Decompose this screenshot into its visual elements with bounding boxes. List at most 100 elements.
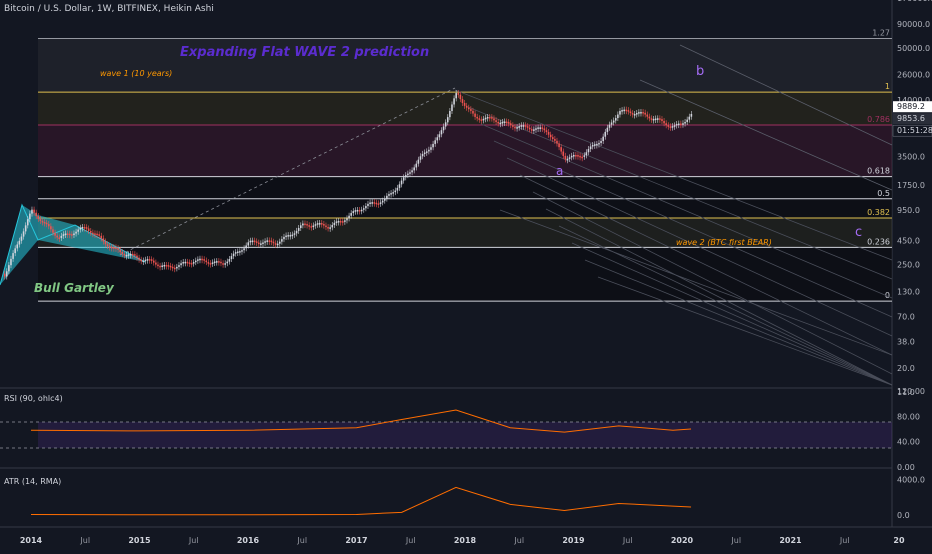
time-tick-label: Jul [188, 536, 199, 545]
candle-body [236, 251, 239, 254]
candle-body [503, 121, 506, 124]
time-tick-label: Jul [405, 536, 416, 545]
candle-body [579, 155, 581, 158]
price-badge-bg [893, 101, 932, 113]
candle-body [41, 220, 44, 223]
candle-body [472, 110, 474, 114]
candles [3, 90, 693, 280]
candle-body [58, 237, 61, 239]
candle-body [173, 267, 176, 270]
candle-body [209, 263, 212, 265]
candle-body [89, 230, 92, 233]
candle-body [98, 234, 100, 236]
candle-body [585, 152, 588, 156]
candle-body [188, 262, 191, 264]
candle-body [113, 247, 115, 249]
candle-body [631, 113, 634, 115]
candle-body [346, 218, 348, 221]
channel-line [519, 174, 893, 356]
candle-body [457, 93, 460, 95]
candle-body [509, 123, 512, 126]
candle-body [29, 213, 31, 220]
channel-line [584, 259, 893, 386]
candle-body [404, 175, 407, 178]
candle-body [201, 258, 203, 261]
candle-body [285, 235, 287, 238]
candle-body [302, 223, 304, 226]
candle-body [514, 126, 516, 129]
price-tick-label: 170000.0 [897, 0, 932, 3]
candle-body [134, 254, 136, 256]
candle-body [352, 211, 355, 214]
price-tick-label: 14000.0 [897, 96, 930, 105]
fib-label: 0.618 [867, 167, 890, 176]
atr-line [30, 486, 692, 516]
candle-body [535, 128, 537, 130]
candle-body [276, 243, 279, 246]
candle-body [583, 155, 586, 157]
candle-body [26, 219, 29, 226]
candle-body [96, 233, 98, 236]
candle-body [167, 265, 170, 267]
candle-body [549, 134, 552, 138]
candle-body [688, 116, 691, 120]
candle-body [572, 154, 575, 157]
candle-body [491, 117, 493, 119]
candle-body [260, 243, 262, 245]
price-tick-label: 90000.0 [897, 20, 930, 29]
channel-line [597, 276, 893, 386]
time-tick-label: Jul [513, 536, 524, 545]
fib-zone [38, 247, 892, 302]
candle-body [226, 261, 229, 264]
candle-body [289, 235, 292, 237]
candle-body [537, 127, 539, 129]
candle-body [24, 225, 27, 232]
candle-body [47, 224, 50, 227]
fib-label: 0.786 [867, 115, 890, 124]
candle-body [425, 151, 428, 153]
candle-body [117, 248, 119, 250]
candle-body [68, 233, 71, 236]
candle-body [654, 118, 657, 121]
candle-body [92, 232, 94, 235]
candle-body [314, 224, 317, 226]
candle-body [157, 264, 159, 267]
candle-body [178, 265, 180, 267]
candle-body [73, 233, 75, 236]
candle-body [495, 120, 497, 122]
candle-body [138, 257, 140, 260]
price-tick-label: 3500.0 [897, 153, 925, 162]
price-tick-label: 950.0 [897, 206, 920, 215]
candle-body [169, 265, 172, 268]
candle-body [205, 260, 208, 263]
rsi-tick-label: 120.00 [897, 387, 925, 396]
candle-body [215, 261, 218, 263]
candle-body [331, 225, 334, 228]
candle-body [417, 159, 420, 164]
candle-body [392, 192, 394, 194]
candle-body [161, 265, 163, 268]
candle-body [665, 123, 667, 126]
symbol-header[interactable]: Bitcoin / U.S. Dollar, 1W, BITFINEX, Hei… [4, 4, 214, 14]
candle-body [589, 146, 592, 150]
candle-body [106, 244, 109, 247]
candle-body [600, 141, 602, 143]
candle-body [278, 241, 281, 244]
candle-body [329, 227, 331, 229]
candle-body [43, 221, 46, 224]
candle-body [228, 259, 231, 262]
candle-body [369, 202, 371, 205]
price-tick-label: 130.0 [897, 287, 920, 296]
candle-body [612, 120, 615, 123]
candle-body [165, 264, 168, 267]
candle-body [127, 254, 130, 256]
gartley-outline [0, 203, 146, 286]
fib-zone [38, 124, 892, 177]
candle-body [564, 155, 567, 160]
rsi-line [30, 409, 692, 433]
fib-zone [38, 198, 892, 219]
candle-body [318, 223, 321, 225]
candle-body [463, 102, 466, 106]
candle-body [407, 173, 409, 176]
